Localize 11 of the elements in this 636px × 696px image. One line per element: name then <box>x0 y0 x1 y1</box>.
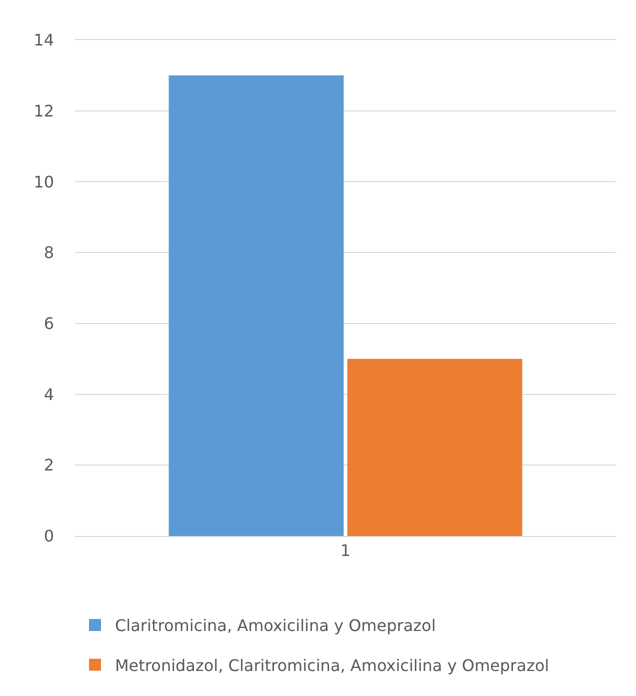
y-tick-label: 10 <box>34 172 54 192</box>
x-tick-label: 1 <box>340 541 351 560</box>
legend-label: Metronidazol, Claritromicina, Amoxicilina y Omeprazol <box>115 656 550 676</box>
y-tick-label: 4 <box>44 384 54 404</box>
y-tick-label: 12 <box>34 101 54 120</box>
y-tick-label: 14 <box>34 30 54 50</box>
y-tick-label: 2 <box>44 456 54 475</box>
y-tick-label: 0 <box>44 526 54 546</box>
y-tick-label: 8 <box>44 243 54 262</box>
y-tick-label: 6 <box>44 314 54 334</box>
legend-label: Claritromicina, Amoxicilina y Omeprazol <box>115 616 436 636</box>
